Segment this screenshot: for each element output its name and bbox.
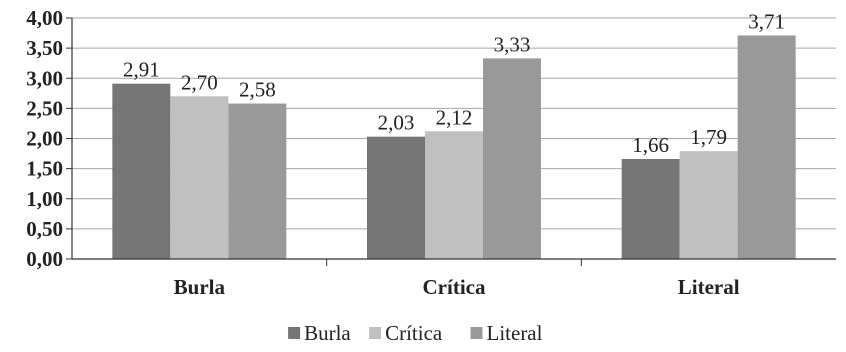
data-label: 2,58 [239,78,276,102]
legend-label: Crítica [385,321,443,345]
data-label: 2,70 [181,70,218,94]
bar-burla-crítica [367,136,425,259]
bar-crítica-literal [679,151,738,259]
bar-literal-burla [228,103,287,260]
data-label: 3,71 [748,9,785,33]
y-axis-ticks: 0,00 0,50 1,00 1,50 2,00 2,50 3,00 3,50 4,00 [26,6,63,271]
bar-crítica-burla [170,96,229,259]
data-label: 2,91 [123,58,160,82]
legend-item-burla: Burla [288,321,351,345]
category-label: Crítica [423,275,486,299]
bar-literal-crítica [483,58,541,260]
x-axis-categories: Burla Crítica Literal [174,275,740,299]
bar-crítica-crítica [425,131,483,259]
legend-item-crítica: Crítica [369,321,443,345]
legend-item-literal: Literal [470,321,543,345]
y-tick-label: 1,00 [26,187,63,211]
y-tick-label: 0,50 [26,217,63,241]
bar-burla-burla [112,83,171,259]
legend-swatch [369,327,382,339]
legend-swatch [470,327,483,339]
category-label: Literal [678,275,740,299]
data-label: 1,66 [632,133,669,157]
bar-burla-literal [621,158,680,259]
bars [112,35,796,260]
category-label: Burla [174,275,226,299]
y-tick-label: 0,00 [26,247,63,271]
data-label: 1,79 [690,125,727,149]
y-tick-label: 4,00 [26,6,63,30]
y-tick-label: 3,50 [26,36,63,60]
y-tick-label: 1,50 [26,157,63,181]
axes [66,17,836,266]
legend-label: Literal [487,321,543,345]
legend-swatch [288,327,301,339]
legend: Burla Crítica Literal [288,321,543,345]
data-label: 2,03 [378,111,415,135]
y-tick-label: 2,50 [26,96,63,120]
y-tick-label: 2,00 [26,127,63,151]
y-tick-label: 3,00 [26,66,63,90]
data-label: 2,12 [436,105,473,129]
data-labels: 2,91 2,70 2,58 2,03 2,12 3,33 1,66 1,79 3,71 [123,9,785,157]
data-label: 3,33 [494,32,531,56]
legend-label: Burla [304,321,351,345]
bar-literal-literal [737,35,796,259]
